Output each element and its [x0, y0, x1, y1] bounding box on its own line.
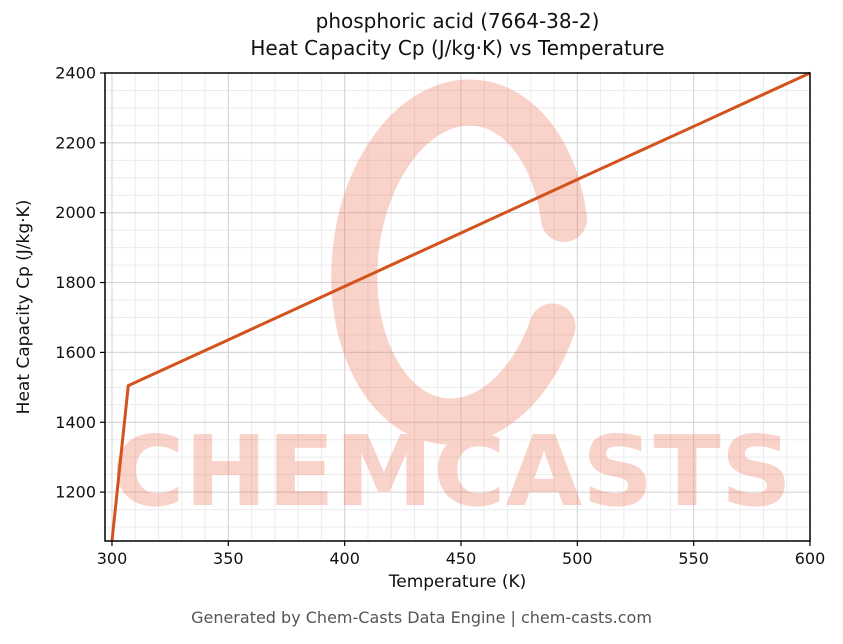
x-tick-label: 350: [213, 549, 244, 568]
y-axis-label: Heat Capacity Cp (J/kg·K): [14, 199, 34, 415]
chart-title: phosphoric acid (7664-38-2) Heat Capacit…: [105, 8, 810, 62]
y-tick-label: 2000: [55, 203, 96, 222]
tick-labels: 300 350 400 450 500 550 600 1200 1400 1600 1800 200…: [55, 64, 825, 569]
watermark: CHEMCASTS: [112, 79, 792, 528]
watermark-text: CHEMCASTS: [112, 415, 792, 528]
y-tick-label: 2200: [55, 133, 96, 152]
axis-ticks: [100, 72, 811, 546]
x-tick-label: 550: [678, 549, 709, 568]
y-tick-label: 1600: [55, 343, 96, 362]
c-swirl-logo-icon: [331, 79, 589, 445]
y-tick-label: 1400: [55, 413, 96, 432]
x-tick-label: 450: [446, 549, 477, 568]
y-tick-label: 1200: [55, 483, 96, 502]
footer-credit: Generated by Chem-Casts Data Engine | ch…: [191, 608, 652, 627]
x-tick-label: 600: [795, 549, 826, 568]
chart-title-line2: Heat Capacity Cp (J/kg·K) vs Temperature: [250, 36, 665, 60]
y-tick-label: 1800: [55, 273, 96, 292]
x-tick-label: 500: [562, 549, 593, 568]
chart-title-line1: phosphoric acid (7664-38-2): [315, 9, 600, 33]
plot-frame: [104, 72, 811, 542]
y-tick-label: 2400: [55, 64, 96, 83]
series-line-cp: [110, 71, 811, 542]
x-tick-label: 400: [329, 549, 360, 568]
x-axis-label: Temperature (K): [388, 572, 527, 592]
x-tick-label: 300: [97, 549, 128, 568]
